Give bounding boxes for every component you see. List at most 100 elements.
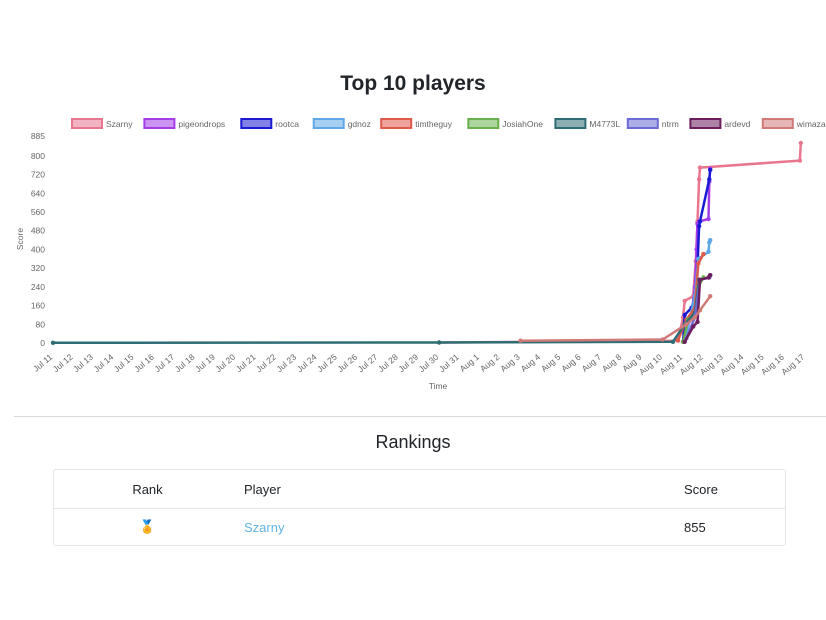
data-point [691, 324, 696, 329]
data-point [708, 237, 713, 243]
x-tick-label: Aug 7 [580, 352, 604, 374]
data-point [660, 337, 665, 342]
x-tick-label: Aug 1 [458, 352, 482, 374]
y-tick-label: 0 [40, 338, 45, 348]
player-link[interactable]: Szarny [244, 519, 285, 535]
x-tick-label: Jul 17 [152, 352, 176, 374]
legend-swatch [143, 118, 176, 129]
x-tick-label: Jul 14 [91, 352, 115, 374]
legend-swatch [240, 118, 273, 129]
y-tick-label: 80 [36, 319, 46, 329]
legend-swatch [689, 118, 722, 129]
legend-swatch [467, 118, 500, 129]
player-column-header: Player [241, 470, 544, 509]
data-point [682, 312, 687, 318]
score-cell: 855 [684, 519, 706, 535]
x-tick-label: Aug 5 [539, 352, 563, 374]
y-tick-label: 400 [31, 244, 45, 254]
x-tick-label: Jul 21 [234, 352, 258, 374]
x-tick-label: Jul 29 [396, 352, 420, 374]
data-point [701, 251, 706, 257]
data-point [697, 308, 703, 313]
data-point [675, 338, 681, 343]
series-line-M4773L [52, 279, 701, 345]
data-point [697, 165, 703, 170]
x-tick-label: Jul 18 [173, 352, 197, 374]
data-point [682, 298, 687, 304]
data-point [518, 338, 523, 343]
data-point [696, 261, 701, 266]
data-point [696, 177, 702, 182]
table-header-row: Rank Player Score [54, 470, 785, 509]
chart-title: Top 10 players [340, 72, 486, 95]
score-line-chart: Szarny pigeondrops rootca gdnoz timtheguy Jos… [15, 118, 826, 391]
data-point [696, 223, 702, 229]
x-tick-label: Jul 13 [71, 352, 95, 374]
legend-label: wimazar [796, 119, 826, 129]
x-tick-label: Aug 8 [600, 352, 624, 374]
data-point [708, 294, 713, 299]
data-point [697, 277, 703, 282]
data-point [670, 339, 676, 344]
data-point [797, 158, 803, 163]
legend-label: ardevd [724, 119, 750, 129]
rankings-table: Rank Player Score 🏅 Szarny 855 [53, 469, 786, 546]
legend-swatch [554, 118, 587, 129]
x-tick-label: Aug 17 [779, 352, 806, 377]
rank-column-header: Rank [54, 470, 241, 509]
series-line-Szarny [439, 142, 803, 344]
y-tick-label: 480 [31, 226, 45, 236]
legend-label: ntrm [662, 119, 679, 129]
legend-label: timtheguy [415, 119, 453, 129]
data-point [706, 249, 711, 254]
legend-swatch [71, 118, 103, 129]
rank-cell: 🏅 [54, 509, 241, 545]
x-tick-label: Aug 3 [498, 352, 522, 374]
y-tick-label: 885 [31, 131, 45, 141]
data-point [437, 340, 442, 345]
legend-label: JosiahOne [502, 119, 543, 129]
x-tick-label: Aug 6 [559, 352, 583, 374]
x-tick-label: Jul 28 [376, 352, 400, 374]
x-tick-label: Jul 20 [213, 352, 237, 374]
data-point [695, 319, 700, 325]
data-point [708, 167, 713, 173]
y-tick-label: 240 [31, 282, 45, 292]
legend-swatch [626, 118, 659, 129]
data-point [697, 219, 703, 224]
y-axis-title: Score [15, 228, 25, 250]
x-tick-label: Jul 26 [335, 352, 359, 374]
x-tick-label: Jul 31 [437, 352, 461, 374]
data-point [684, 322, 689, 327]
data-point [692, 315, 698, 320]
x-axis-title: Time [429, 381, 448, 391]
y-tick-label: 640 [31, 188, 45, 198]
legend-swatch [380, 118, 413, 129]
rankings-title: Rankings [375, 432, 451, 452]
legend-label: Szarny [106, 119, 133, 129]
x-tick-label: Jul 12 [51, 352, 75, 374]
series-line-wimazar [520, 295, 712, 342]
x-tick-label: Jul 16 [132, 352, 156, 374]
data-point [706, 216, 711, 222]
data-point [707, 177, 712, 182]
x-tick-label: Jul 22 [254, 352, 278, 374]
legend-swatch [312, 118, 345, 129]
x-tick-label: Jul 25 [315, 352, 339, 374]
medal-icon: 🏅 [139, 519, 156, 534]
y-tick-label: 560 [31, 207, 45, 217]
x-tick-label: Jul 19 [193, 352, 217, 374]
x-tick-label: Jul 11 [31, 352, 55, 374]
legend-label: gdnoz [348, 119, 371, 129]
legend-label: pigeondrops [178, 119, 225, 129]
data-point [798, 140, 803, 146]
data-point [50, 340, 56, 345]
player-cell: Szarny [241, 509, 544, 545]
table-row: 🏅 Szarny 855 [54, 509, 785, 545]
x-tick-label: Aug 2 [478, 352, 502, 374]
legend-label: rootca [275, 119, 299, 129]
score-column-header: Score [544, 470, 785, 509]
x-tick-label: Jul 30 [417, 352, 441, 374]
x-tick-label: Jul 27 [356, 352, 380, 374]
y-tick-label: 160 [31, 301, 45, 311]
